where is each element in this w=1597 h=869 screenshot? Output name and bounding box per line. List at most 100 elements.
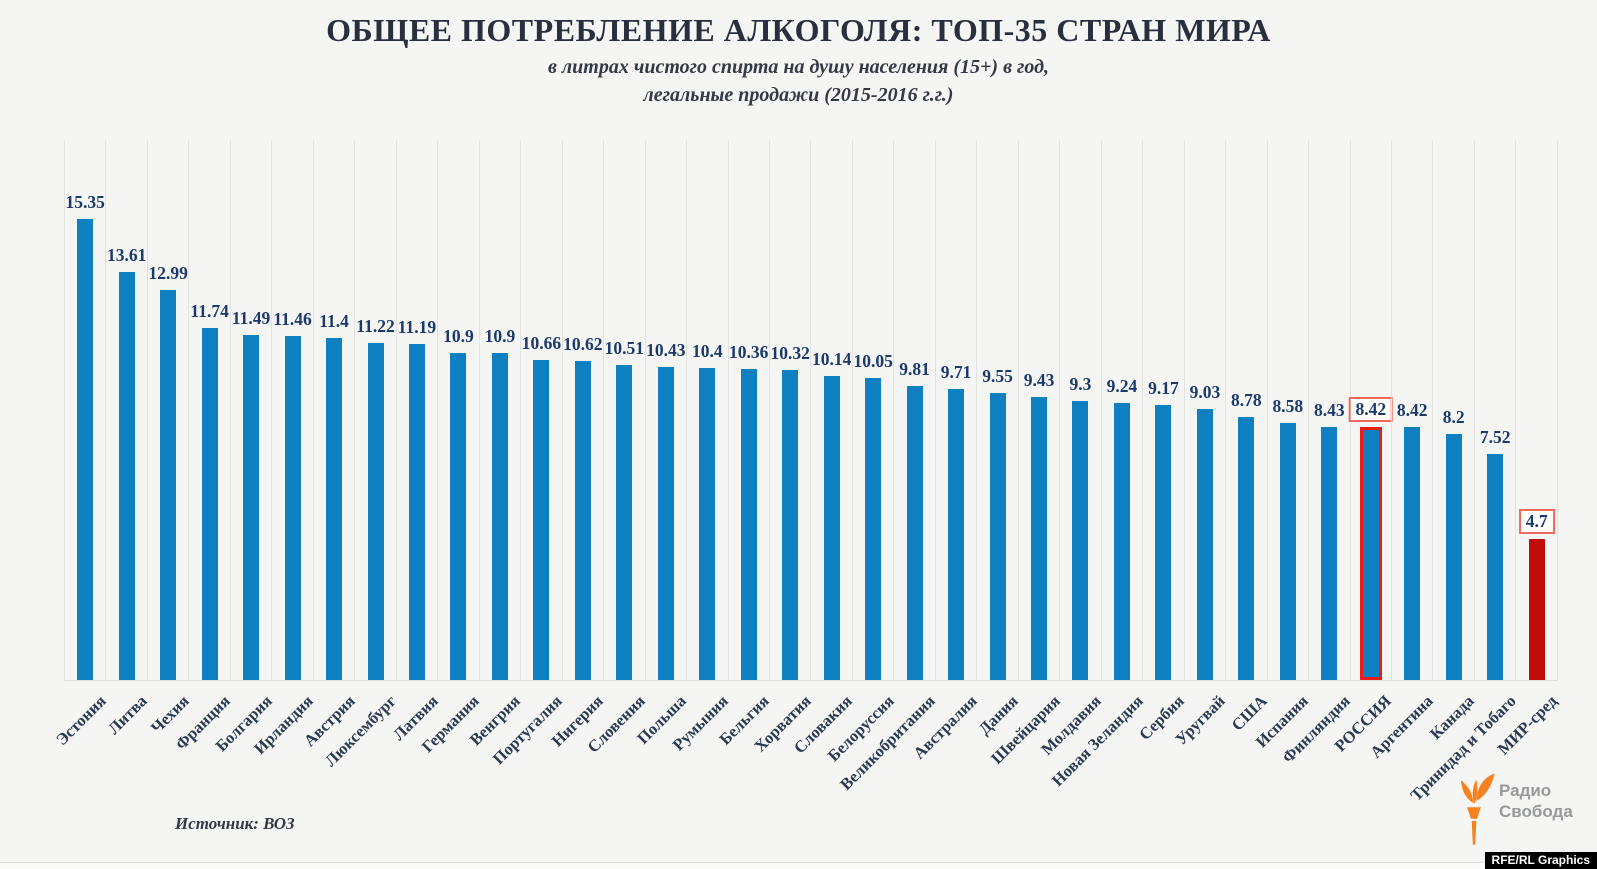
bottom-strip	[0, 863, 1597, 869]
bar	[1321, 427, 1338, 680]
chart-column: 9.03	[1183, 140, 1225, 680]
bar-value-label: 7.52	[1479, 426, 1511, 447]
chart-subtitle-line2: легальные продажи (2015-2016 г.г.)	[643, 84, 954, 106]
bar-value-label: 15.35	[65, 191, 105, 212]
bar-value-label: 8.58	[1272, 395, 1304, 416]
chart-column: 7.52	[1473, 140, 1515, 680]
chart-column: 10.66	[520, 140, 561, 680]
bar-value-label: 12.99	[148, 262, 188, 283]
chart-column: 10.4	[686, 140, 727, 680]
bar	[408, 344, 425, 680]
bar-value-label: 8.2	[1442, 406, 1465, 427]
bar-value-label: 9.71	[940, 361, 972, 382]
bar	[1528, 539, 1545, 680]
chart-column: 9.3	[1059, 140, 1100, 680]
bar	[1031, 397, 1048, 680]
bar	[284, 336, 301, 680]
torch-icon	[1460, 773, 1495, 845]
bar	[1196, 409, 1213, 680]
bar	[989, 393, 1006, 680]
plot-area: 15.35 13.61 12.99 11.74 11.49 11.46 11.4 11.22 1…	[64, 140, 1558, 681]
bar-value-label: 8.42	[1348, 396, 1394, 422]
bar-value-label: 11.49	[231, 307, 271, 328]
bar	[1404, 427, 1421, 680]
bar-value-label: 9.24	[1106, 375, 1138, 396]
bar	[574, 361, 591, 680]
chart-column: 9.55	[976, 140, 1017, 680]
logo-line1: Радио	[1499, 781, 1552, 800]
chart-column: 11.49	[229, 140, 271, 680]
chart-column: 11.46	[271, 140, 312, 680]
bar	[77, 219, 94, 680]
chart-column: 8.78	[1225, 140, 1266, 680]
chart-column: 11.19	[395, 140, 437, 680]
chart-column: 11.74	[188, 140, 229, 680]
bar	[201, 328, 218, 680]
bar-value-label: 10.62	[563, 333, 603, 354]
bar-value-label: 10.14	[811, 348, 852, 369]
bar	[1113, 403, 1130, 680]
bar	[1445, 434, 1462, 680]
bar-value-label: 13.61	[107, 244, 147, 265]
bar	[491, 353, 508, 680]
bar-value-label: 10.9	[443, 325, 474, 346]
chart-column: 8.58	[1266, 140, 1308, 680]
bar-value-label: 9.55	[982, 365, 1013, 386]
bar-value-label: 10.05	[853, 350, 893, 371]
chart-column: 4.7	[1515, 140, 1556, 680]
bar-value-label: 9.43	[1023, 369, 1055, 390]
bar-value-label: 10.4	[691, 340, 723, 361]
chart-column: 10.51	[603, 140, 644, 680]
bar	[948, 389, 965, 680]
logo-text: Радио Свобода	[1499, 780, 1573, 822]
bar-value-label: 11.19	[397, 316, 437, 337]
bar	[533, 360, 550, 680]
bar	[1279, 423, 1296, 680]
bar-value-label: 10.32	[770, 342, 810, 363]
bar-value-label: 8.43	[1313, 399, 1345, 420]
bar	[367, 343, 384, 680]
chart-column: 8.43	[1308, 140, 1349, 680]
chart-column: 10.9	[437, 140, 478, 680]
bar-value-label: 9.81	[899, 358, 930, 379]
chart-column: 10.14	[810, 140, 851, 680]
bar	[865, 378, 882, 680]
bar-value-label: 11.46	[273, 308, 312, 329]
chart-column: 9.24	[1100, 140, 1142, 680]
bar	[699, 368, 716, 680]
chart-column: 9.43	[1017, 140, 1059, 680]
bar-value-label: 10.36	[729, 341, 769, 362]
chart-column: 11.22	[354, 140, 395, 680]
bar	[782, 370, 799, 680]
bar	[1238, 417, 1255, 680]
chart-subtitle-line1: в литрах чистого спирта на душу населени…	[547, 56, 1050, 78]
chart-column: 13.61	[105, 140, 146, 680]
chart-title: ОБЩЕЕ ПОТРЕБЛЕНИЕ АЛКОГОЛЯ: ТОП-35 СТРАН…	[326, 12, 1271, 48]
bar	[906, 386, 923, 680]
bar	[1155, 405, 1172, 680]
bar-value-label: 10.51	[604, 337, 645, 358]
chart-column: 9.81	[893, 140, 934, 680]
bar-value-label: 4.7	[1518, 508, 1555, 534]
bar	[118, 272, 135, 680]
chart-column: 15.35	[64, 140, 105, 680]
bar	[1072, 401, 1089, 680]
chart-column: 10.43	[644, 140, 686, 680]
bar-value-label: 8.78	[1231, 389, 1262, 410]
bar-value-label: 11.74	[190, 300, 229, 321]
bar	[326, 338, 343, 680]
bar	[160, 290, 177, 680]
bar-value-label: 10.9	[484, 325, 516, 346]
bar-value-label: 9.03	[1189, 381, 1221, 402]
bar	[823, 376, 840, 680]
chart-column: 10.36	[727, 140, 769, 680]
credit-badge: RFE/RL Graphics	[1484, 852, 1597, 869]
chart-column: 10.05	[851, 140, 893, 680]
logo-line2: Свобода	[1499, 802, 1573, 821]
chart-column: 11.4	[312, 140, 354, 680]
bar	[616, 365, 633, 680]
chart-column: 12.99	[146, 140, 188, 680]
bar-value-label: 9.17	[1148, 377, 1179, 398]
chart-column: 10.62	[561, 140, 603, 680]
